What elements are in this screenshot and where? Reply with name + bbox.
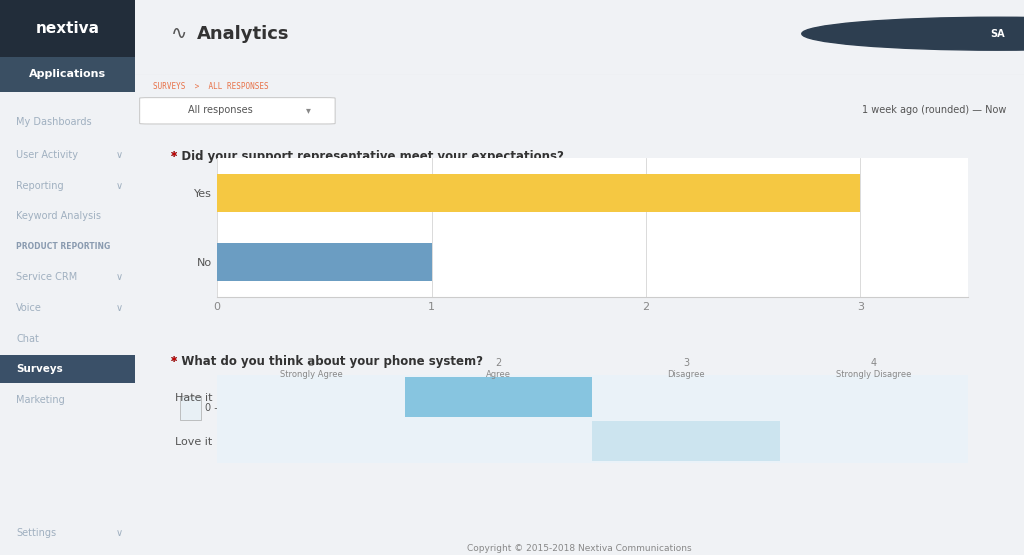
Text: PRODUCT REPORTING: PRODUCT REPORTING bbox=[16, 243, 111, 251]
Text: My Dashboards: My Dashboards bbox=[16, 117, 92, 127]
FancyBboxPatch shape bbox=[0, 57, 135, 92]
Text: 1 week ago (rounded) — Now: 1 week ago (rounded) — Now bbox=[862, 105, 1007, 115]
Text: * What do you think about your phone system?: * What do you think about your phone sys… bbox=[171, 355, 483, 369]
FancyBboxPatch shape bbox=[139, 98, 335, 124]
Text: Agree: Agree bbox=[486, 370, 511, 379]
Text: User Activity: User Activity bbox=[16, 150, 78, 160]
Text: 3: 3 bbox=[683, 358, 689, 368]
Text: ∨: ∨ bbox=[116, 273, 123, 282]
Text: Keyword Analysis: Keyword Analysis bbox=[16, 211, 101, 221]
Text: Voice: Voice bbox=[16, 303, 42, 313]
FancyBboxPatch shape bbox=[404, 377, 592, 417]
Text: Copyright © 2015-2018 Nextiva Communications: Copyright © 2015-2018 Nextiva Communicat… bbox=[467, 543, 692, 553]
Text: ▾: ▾ bbox=[306, 105, 311, 115]
Text: ∨: ∨ bbox=[116, 150, 123, 160]
Text: Strongly Agree: Strongly Agree bbox=[280, 370, 342, 379]
Text: Analytics: Analytics bbox=[198, 25, 290, 43]
FancyBboxPatch shape bbox=[0, 355, 135, 383]
FancyBboxPatch shape bbox=[217, 377, 968, 417]
Text: Reporting: Reporting bbox=[16, 181, 63, 191]
Text: Settings: Settings bbox=[16, 528, 56, 538]
Text: 3: 3 bbox=[368, 403, 374, 413]
FancyBboxPatch shape bbox=[0, 0, 135, 58]
Circle shape bbox=[802, 17, 1024, 50]
Text: ∿: ∿ bbox=[171, 24, 187, 43]
Text: 4: 4 bbox=[870, 358, 877, 368]
Text: Marketing: Marketing bbox=[16, 395, 65, 405]
Text: nextiva: nextiva bbox=[36, 21, 99, 37]
Bar bbox=[217, 174, 860, 212]
Text: 2: 2 bbox=[496, 358, 502, 368]
Text: Strongly Disagree: Strongly Disagree bbox=[837, 370, 911, 379]
Text: Chat: Chat bbox=[16, 334, 39, 344]
Text: SA: SA bbox=[990, 29, 1005, 39]
FancyBboxPatch shape bbox=[592, 421, 780, 461]
Text: 2: 2 bbox=[286, 403, 293, 413]
Text: *: * bbox=[171, 355, 177, 369]
Text: *: * bbox=[171, 150, 177, 163]
Text: ∨: ∨ bbox=[116, 303, 123, 313]
FancyBboxPatch shape bbox=[217, 421, 968, 461]
Text: All responses: All responses bbox=[188, 105, 253, 115]
Text: * Did your support representative meet your expectations?: * Did your support representative meet y… bbox=[171, 150, 564, 163]
Text: ∨: ∨ bbox=[116, 181, 123, 191]
Bar bbox=[217, 243, 431, 281]
FancyBboxPatch shape bbox=[179, 396, 201, 421]
Text: Applications: Applications bbox=[29, 69, 106, 79]
Text: Disagree: Disagree bbox=[668, 370, 705, 379]
FancyBboxPatch shape bbox=[260, 396, 282, 421]
Text: ∨: ∨ bbox=[116, 528, 123, 538]
FancyBboxPatch shape bbox=[342, 396, 362, 421]
Text: 0 - 1: 0 - 1 bbox=[205, 403, 227, 413]
Text: 1: 1 bbox=[308, 358, 314, 368]
Text: Service CRM: Service CRM bbox=[16, 273, 78, 282]
Text: SURVEYS  >  ALL RESPONSES: SURVEYS > ALL RESPONSES bbox=[153, 82, 268, 91]
Text: Surveys: Surveys bbox=[16, 364, 62, 374]
